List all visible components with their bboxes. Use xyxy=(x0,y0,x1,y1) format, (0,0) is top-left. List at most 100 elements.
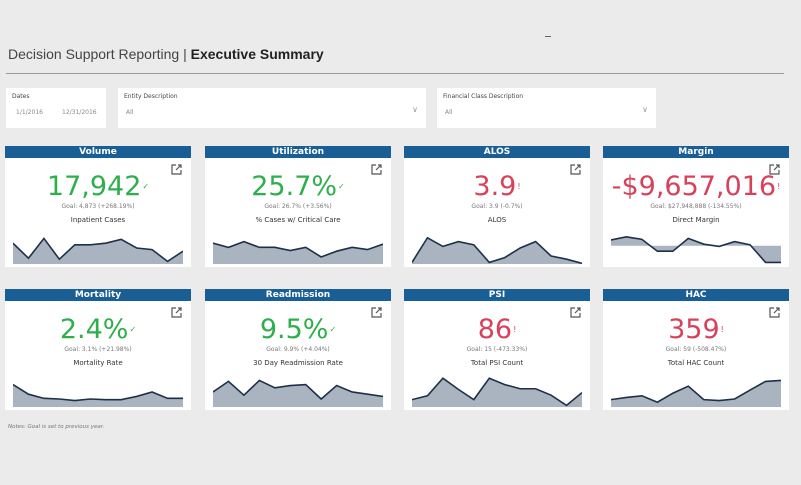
card-title: ALOS xyxy=(404,146,590,158)
kpi-number: 25.7% xyxy=(251,171,338,202)
kpi-card-hac: HAC 359! Goal: 59 (-508.47%) Total HAC C… xyxy=(603,289,789,410)
sparkline xyxy=(13,237,183,264)
kpi-value: 86! xyxy=(404,315,590,345)
alert-icon: ! xyxy=(720,325,724,334)
kpi-number: -$9,657,016 xyxy=(611,171,777,202)
entity-value: All xyxy=(126,109,134,116)
sparkline xyxy=(611,235,781,264)
window-handle xyxy=(545,36,551,37)
dates-slicer: Dates 1/1/2016 12/31/2016 xyxy=(6,88,106,128)
goal-text: Goal: $27,948,888 (-134.55%) xyxy=(650,203,742,210)
card-title: HAC xyxy=(603,289,789,301)
chevron-down-icon[interactable]: ∨ xyxy=(412,105,418,114)
goal-text: Goal: 3.1% (+21.98%) xyxy=(64,346,132,353)
popout-icon[interactable] xyxy=(370,163,383,176)
sparkline-area xyxy=(213,241,383,264)
metric-label: 30 Day Readmission Rate xyxy=(253,359,343,367)
metric-label: ALOS xyxy=(487,216,507,224)
sparkline xyxy=(13,383,183,407)
kpi-number: 359 xyxy=(668,314,720,345)
sparkline xyxy=(412,377,582,407)
entity-label: Entity Description xyxy=(124,93,178,100)
metric-label: % Cases w/ Critical Care xyxy=(255,216,341,224)
goal-text: Goal: 59 (-508.47%) xyxy=(665,346,727,353)
kpi-value: 25.7%✓ xyxy=(205,172,391,202)
kpi-value: 359! xyxy=(603,315,789,345)
entity-slicer[interactable]: Entity Description All ∨ xyxy=(118,88,426,128)
sparkline-line xyxy=(213,379,383,401)
sparkline-area xyxy=(13,238,183,264)
goal-text: Goal: 3.9 (-0.7%) xyxy=(471,203,523,210)
popout-icon[interactable] xyxy=(569,306,582,319)
card-title: Margin xyxy=(603,146,789,158)
check-icon: ✓ xyxy=(129,325,137,334)
alert-icon: ! xyxy=(517,182,521,191)
divider xyxy=(6,73,784,74)
page-title: Decision Support Reporting | Executive S… xyxy=(8,46,324,62)
sparkline-line xyxy=(412,236,582,264)
card-title: PSI xyxy=(404,289,590,301)
kpi-card-margin: Margin -$9,657,016! Goal: $27,948,888 (-… xyxy=(603,146,789,267)
sparkline-line xyxy=(611,235,781,264)
kpi-card-alos: ALOS 3.9! Goal: 3.9 (-0.7%) ALOS xyxy=(404,146,590,267)
kpi-card-utilization: Utilization 25.7%✓ Goal: 26.7% (+3.56%) … xyxy=(205,146,391,267)
financial-class-slicer[interactable]: Financial Class Description All ∨ xyxy=(437,88,656,128)
sparkline-line xyxy=(213,240,383,258)
kpi-value: 9.5%✓ xyxy=(205,315,391,345)
popout-icon[interactable] xyxy=(768,163,781,176)
alert-icon: ! xyxy=(777,182,781,191)
kpi-value: 2.4%✓ xyxy=(5,315,191,345)
kpi-card-psi: PSI 86! Goal: 15 (-473.33%) Total PSI Co… xyxy=(404,289,590,410)
kpi-value: -$9,657,016! xyxy=(603,172,789,202)
title-bold: Executive Summary xyxy=(190,46,324,62)
kpi-card-readmission: Readmission 9.5%✓ Goal: 9.9% (+4.04%) 30… xyxy=(205,289,391,410)
sparkline xyxy=(213,240,383,264)
popout-icon[interactable] xyxy=(370,306,383,319)
card-title: Volume xyxy=(5,146,191,158)
goal-text: Goal: 4,873 (+268.19%) xyxy=(61,203,135,210)
kpi-number: 3.9 xyxy=(473,171,517,202)
metric-label: Direct Margin xyxy=(672,216,720,224)
sparkline-area xyxy=(213,380,383,407)
popout-icon[interactable] xyxy=(768,306,781,319)
goal-text: Goal: 26.7% (+3.56%) xyxy=(264,203,332,210)
sparkline-area xyxy=(412,237,582,264)
check-icon: ✓ xyxy=(142,182,150,191)
metric-label: Total HAC Count xyxy=(667,359,725,367)
goal-text: Goal: 9.9% (+4.04%) xyxy=(266,346,330,353)
popout-icon[interactable] xyxy=(170,306,183,319)
alert-icon: ! xyxy=(513,325,517,334)
popout-icon[interactable] xyxy=(170,163,183,176)
metric-label: Total PSI Count xyxy=(470,359,524,367)
sparkline-line xyxy=(13,383,183,402)
footer-note: Notes: Goal is set to previous year. xyxy=(8,424,105,430)
check-icon: ✓ xyxy=(329,325,337,334)
financial-class-value: All xyxy=(445,109,453,116)
chevron-down-icon[interactable]: ∨ xyxy=(642,105,648,114)
kpi-number: 9.5% xyxy=(259,314,329,345)
dates-label: Dates xyxy=(12,93,30,100)
kpi-number: 2.4% xyxy=(59,314,129,345)
card-title: Readmission xyxy=(205,289,391,301)
sparkline-line xyxy=(611,379,781,404)
kpi-value: 3.9! xyxy=(404,172,590,202)
goal-text: Goal: 15 (-473.33%) xyxy=(466,346,528,353)
kpi-card-mortality: Mortality 2.4%✓ Goal: 3.1% (+21.98%) Mor… xyxy=(5,289,191,410)
card-title: Utilization xyxy=(205,146,391,158)
metric-label: Mortality Rate xyxy=(73,359,123,367)
popout-icon[interactable] xyxy=(569,163,582,176)
start-date-input[interactable]: 1/1/2016 xyxy=(16,109,43,116)
sparkline xyxy=(213,379,383,407)
sparkline xyxy=(412,236,582,264)
metric-label: Inpatient Cases xyxy=(70,216,126,224)
kpi-value: 17,942✓ xyxy=(5,172,191,202)
card-title: Mortality xyxy=(5,289,191,301)
sparkline-line xyxy=(412,377,582,407)
financial-class-label: Financial Class Description xyxy=(443,93,524,100)
end-date-input[interactable]: 12/31/2016 xyxy=(62,109,97,116)
sparkline-line xyxy=(13,237,183,263)
kpi-number: 86 xyxy=(477,314,513,345)
sparkline-area xyxy=(13,384,183,407)
sparkline-area xyxy=(412,378,582,407)
title-prefix: Decision Support Reporting | xyxy=(8,46,191,62)
